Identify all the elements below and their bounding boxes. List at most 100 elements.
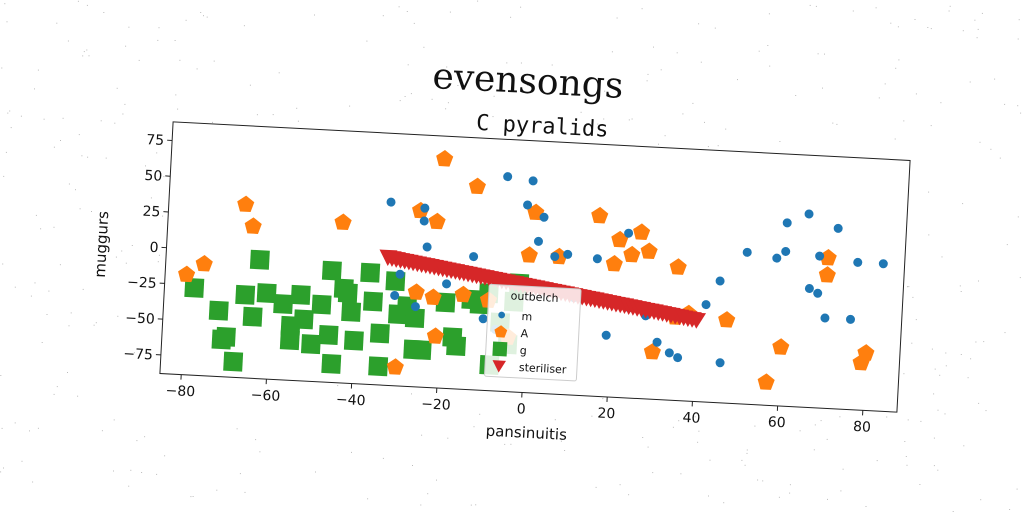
point-m bbox=[772, 253, 782, 263]
point-A bbox=[454, 285, 472, 303]
speckle-dot bbox=[960, 291, 962, 292]
speckle-dot bbox=[125, 45, 127, 47]
speckle-dot bbox=[1, 67, 3, 69]
point-m bbox=[781, 246, 791, 256]
point-A bbox=[772, 338, 790, 355]
speckle-dot bbox=[150, 197, 152, 199]
speckle-dot bbox=[975, 341, 977, 343]
point-g bbox=[249, 249, 270, 270]
legend-label-A: A bbox=[520, 327, 529, 340]
point-g bbox=[360, 262, 381, 283]
speckle-dot bbox=[121, 250, 123, 252]
point-m bbox=[523, 200, 533, 210]
speckle-dot bbox=[676, 52, 678, 54]
point-m bbox=[673, 353, 683, 363]
speckle-dot bbox=[983, 341, 985, 343]
speckle-dot bbox=[660, 69, 662, 71]
speckle-dot bbox=[81, 155, 83, 157]
speckle-dot bbox=[196, 68, 198, 70]
speckle-dot bbox=[117, 315, 119, 317]
point-A bbox=[520, 246, 538, 263]
speckle-dot bbox=[980, 499, 982, 501]
point-g bbox=[337, 283, 358, 304]
legend-marker-steriliser bbox=[492, 360, 507, 373]
speckle-dot bbox=[616, 17, 618, 19]
speckle-dot bbox=[87, 156, 89, 158]
speckle-dot bbox=[967, 377, 969, 379]
speckle-dot bbox=[86, 4, 88, 6]
speckle-dot bbox=[709, 459, 711, 461]
speckle-dot bbox=[584, 82, 586, 84]
point-m bbox=[715, 276, 725, 286]
speckle-dot bbox=[769, 65, 771, 67]
point-A bbox=[857, 344, 875, 361]
speckle-dot bbox=[510, 443, 512, 445]
speckle-dot bbox=[29, 430, 30, 432]
speckle-dot bbox=[628, 494, 630, 496]
speckle-dot bbox=[890, 22, 892, 24]
speckle-dot bbox=[912, 296, 914, 298]
speckle-dot bbox=[175, 94, 177, 96]
point-m bbox=[782, 218, 792, 228]
speckle-dot bbox=[35, 214, 37, 216]
speckle-dot bbox=[978, 402, 980, 404]
speckle-dot bbox=[907, 419, 909, 421]
point-A bbox=[237, 195, 255, 213]
speckle-dot bbox=[407, 64, 409, 66]
speckle-dot bbox=[244, 491, 246, 493]
speckle-dot bbox=[470, 504, 472, 506]
y-tick-label: −50 bbox=[125, 310, 155, 328]
speckle-dot bbox=[413, 22, 415, 24]
speckle-dot bbox=[985, 410, 987, 412]
speckle-dot bbox=[809, 4, 811, 6]
speckle-dot bbox=[1017, 105, 1019, 107]
speckle-dot bbox=[945, 365, 947, 367]
x-axis-label: pansinuitis bbox=[485, 422, 567, 444]
speckle-dot bbox=[185, 19, 187, 21]
point-m bbox=[422, 242, 432, 252]
speckle-dot bbox=[67, 40, 69, 42]
speckle-dot bbox=[436, 479, 437, 481]
point-A bbox=[611, 230, 629, 248]
speckle-dot bbox=[125, 262, 127, 264]
point-m bbox=[853, 257, 863, 267]
speckle-dot bbox=[56, 386, 58, 388]
speckle-dot bbox=[88, 55, 90, 57]
speckle-dot bbox=[611, 51, 613, 53]
speckle-dot bbox=[949, 5, 951, 7]
speckle-dot bbox=[969, 81, 971, 83]
speckle-dot bbox=[619, 484, 621, 486]
speckle-dot bbox=[136, 440, 138, 442]
speckle-dot bbox=[206, 16, 208, 18]
speckle-dot bbox=[631, 118, 633, 120]
speckle-dot bbox=[927, 27, 929, 28]
speckle-dot bbox=[53, 393, 55, 395]
speckle-dot bbox=[564, 450, 566, 451]
speckle-dot bbox=[680, 473, 682, 475]
speckle-dot bbox=[7, 112, 9, 114]
point-g bbox=[321, 353, 342, 374]
speckle-dot bbox=[658, 143, 659, 145]
speckle-dot bbox=[59, 264, 61, 266]
speckle-dot bbox=[897, 26, 899, 28]
point-m bbox=[528, 176, 538, 186]
speckle-dot bbox=[349, 105, 351, 107]
speckle-dot bbox=[32, 481, 34, 483]
speckle-dot bbox=[53, 226, 55, 228]
y-axis: −75 −50 −25 0 25 50 75 bbox=[123, 132, 173, 363]
speckle-dot bbox=[60, 140, 61, 141]
speckle-dot bbox=[994, 78, 996, 80]
speckle-dot bbox=[152, 207, 154, 209]
point-m bbox=[815, 251, 825, 261]
speckle-dot bbox=[580, 111, 582, 113]
speckle-dot bbox=[48, 290, 50, 292]
point-g bbox=[411, 339, 432, 360]
speckle-dot bbox=[420, 504, 422, 506]
speckle-dot bbox=[698, 430, 700, 432]
speckle-dot bbox=[203, 15, 204, 17]
speckle-dot bbox=[697, 441, 699, 443]
speckle-dot bbox=[2, 263, 4, 265]
y-tick-label: −25 bbox=[127, 274, 157, 292]
speckle-dot bbox=[591, 415, 593, 417]
